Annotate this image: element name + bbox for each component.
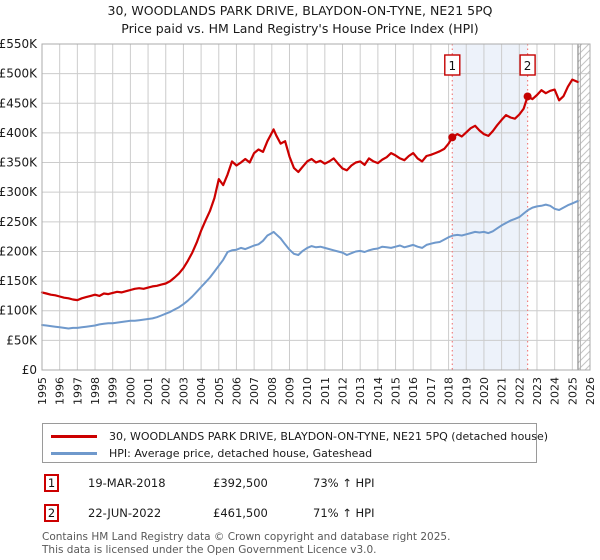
svg-text:2003: 2003 [177,377,190,405]
svg-text:1997: 1997 [71,377,84,405]
svg-text:1999: 1999 [107,377,120,405]
svg-text:£350K: £350K [0,156,38,170]
legend-item-hpi: HPI: Average price, detached house, Gate… [51,445,536,462]
svg-text:£50K: £50K [6,333,38,347]
svg-text:2011: 2011 [319,377,332,405]
svg-text:2012: 2012 [337,377,350,405]
svg-text:£450K: £450K [0,96,38,110]
svg-text:2004: 2004 [195,377,208,405]
footer-attribution: Contains HM Land Registry data © Crown c… [42,531,450,556]
svg-text:2020: 2020 [478,377,491,405]
footer-line-2: This data is licensed under the Open Gov… [42,543,377,556]
footer-line-1: Contains HM Land Registry data © Crown c… [42,531,451,543]
price-chart-plot: 1 2 £0 £50K £100K £150K £200K £250K £300K £350K £4… [0,37,597,405]
event-row-1: 1 19-MAR-2018 £392,500 73% ↑ HPI [0,474,600,493]
legend-swatch-property-line [51,435,97,438]
svg-text:2024: 2024 [549,377,562,405]
page-title: 30, WOODLANDS PARK DRIVE, BLAYDON-ON-TYN… [107,3,493,18]
svg-text:2010: 2010 [301,377,314,405]
svg-text:2001: 2001 [142,377,155,405]
svg-text:2021: 2021 [496,377,509,405]
svg-text:2014: 2014 [372,377,385,405]
svg-text:£200K: £200K [0,244,38,258]
event-number-badge-1: 1 [44,474,59,492]
svg-text:2019: 2019 [460,377,473,405]
svg-text:1996: 1996 [54,377,67,405]
svg-text:£550K: £550K [0,37,38,51]
svg-text:2026: 2026 [584,377,597,405]
svg-text:2002: 2002 [160,377,173,405]
svg-text:2018: 2018 [443,377,456,405]
svg-text:2013: 2013 [354,377,367,405]
svg-text:1: 1 [448,59,456,73]
legend-swatch-hpi-line [51,452,97,455]
svg-text:2016: 2016 [407,377,420,405]
event-hpi-change-1: 73% ↑ HPI [313,476,375,490]
svg-text:2: 2 [524,59,532,73]
svg-text:2008: 2008 [266,377,279,405]
legend-label-property: 30, WOODLANDS PARK DRIVE, BLAYDON-ON-TYN… [109,430,549,443]
svg-text:£400K: £400K [0,126,38,140]
svg-text:2023: 2023 [531,377,544,405]
event-date-2: 22-JUN-2022 [88,506,162,520]
svg-text:2015: 2015 [390,377,403,405]
svg-text:£100K: £100K [0,304,38,318]
legend-item-property: 30, WOODLANDS PARK DRIVE, BLAYDON-ON-TYN… [51,428,548,445]
svg-text:2006: 2006 [230,377,243,405]
svg-text:2017: 2017 [425,377,438,405]
legend-label-hpi: HPI: Average price, detached house, Gate… [109,447,373,460]
svg-text:£500K: £500K [0,67,38,81]
svg-text:£0: £0 [22,363,37,377]
svg-text:£300K: £300K [0,185,38,199]
svg-text:£250K: £250K [0,215,38,229]
svg-text:2009: 2009 [283,377,296,405]
event-hpi-change-2: 71% ↑ HPI [313,506,375,520]
svg-text:2005: 2005 [213,377,226,405]
legend: 30, WOODLANDS PARK DRIVE, BLAYDON-ON-TYN… [42,423,548,463]
event-date-1: 19-MAR-2018 [88,476,166,490]
svg-text:2007: 2007 [248,377,261,405]
svg-text:£150K: £150K [0,274,38,288]
event-price-1: £392,500 [213,476,268,490]
page-subtitle: Price paid vs. HM Land Registry's House … [121,21,479,36]
svg-text:2000: 2000 [124,377,137,405]
svg-text:2025: 2025 [566,377,579,405]
svg-text:1998: 1998 [89,377,102,405]
svg-text:2022: 2022 [513,377,526,405]
svg-text:1995: 1995 [36,377,49,405]
event-row-2: 2 22-JUN-2022 £461,500 71% ↑ HPI [0,504,600,523]
event-number-badge-2: 2 [44,504,59,522]
event-price-2: £461,500 [213,506,268,520]
